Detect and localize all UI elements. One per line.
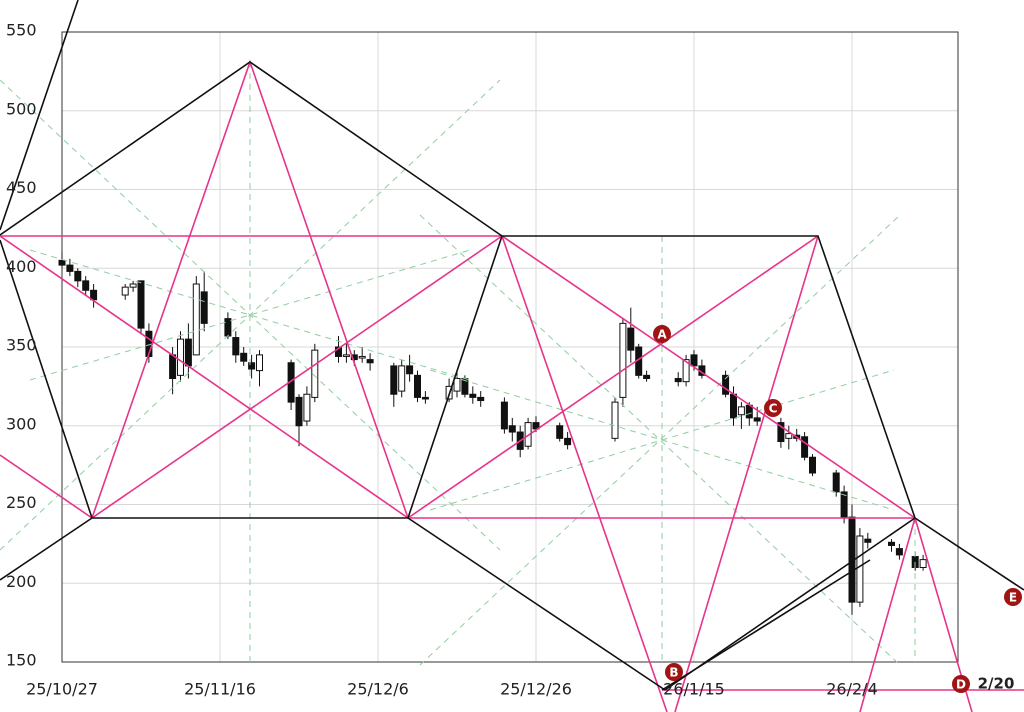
y-tick-label: 350: [6, 336, 37, 355]
candle-body: [919, 559, 927, 568]
badge-circle: [764, 399, 782, 417]
candle-body: [335, 346, 342, 357]
annotation-badge: C: [764, 399, 782, 417]
overlay-black: [0, 0, 1024, 691]
candle-body: [192, 283, 200, 356]
candle-body: [453, 378, 461, 392]
candle-body: [532, 422, 540, 430]
candle-body: [722, 374, 730, 395]
candle-body: [832, 472, 840, 493]
candle-body: [801, 436, 809, 458]
candle-body: [421, 396, 429, 400]
candle-body: [730, 393, 737, 419]
candle-body: [398, 365, 406, 392]
candle-body: [406, 365, 414, 375]
candle-body: [611, 401, 619, 439]
candle-body: [342, 354, 350, 357]
y-tick-label: 450: [6, 178, 37, 197]
candle-body: [864, 538, 872, 543]
annotation-label: E: [1009, 591, 1017, 605]
candle-body: [311, 349, 319, 398]
x-tick-label: 25/11/16: [184, 680, 256, 699]
y-tick-label: 550: [6, 21, 37, 40]
annotation-label: C: [769, 402, 778, 416]
badge-circle: [653, 325, 671, 343]
annotation-badge: B: [665, 663, 683, 681]
candle-body: [74, 270, 82, 282]
y-tick-label: 150: [6, 651, 37, 670]
candle-body: [240, 352, 248, 362]
y-tick-label: 200: [6, 572, 37, 591]
candle-body: [856, 535, 864, 603]
x-tick-label: 25/12/26: [500, 680, 572, 699]
candle-body: [256, 354, 263, 372]
candle-body: [232, 337, 240, 356]
plot-frame: [61, 31, 959, 663]
candle-body: [690, 354, 698, 367]
candle-body: [358, 355, 366, 359]
annotation-label: B: [669, 666, 678, 680]
x-tick-label: 25/12/6: [347, 680, 409, 699]
candle-body: [184, 338, 192, 367]
candle-body: [469, 393, 477, 398]
candle-body: [500, 401, 508, 430]
candle-body: [895, 548, 903, 556]
annotation-label: 2/20: [978, 675, 1015, 693]
candle-body: [350, 354, 358, 361]
candle-body: [66, 264, 74, 272]
candle-body: [556, 425, 564, 439]
candle-body: [303, 393, 311, 422]
annotation-label: A: [657, 328, 667, 342]
x-tick-label: 25/10/27: [26, 680, 98, 699]
x-tick-label: 26/2/4: [826, 680, 878, 699]
candle-body: [295, 396, 303, 427]
candle-body: [248, 362, 256, 370]
overlay-green: [0, 62, 916, 666]
candle-body: [753, 417, 761, 422]
candle-body: [643, 374, 651, 380]
candle-body: [129, 283, 137, 288]
annotation-label: D: [956, 678, 966, 692]
candle-body: [809, 456, 816, 474]
x-tick-label: 26/1/15: [663, 680, 725, 699]
y-tick-label: 500: [6, 99, 37, 118]
candle-body: [137, 280, 145, 329]
candle-body: [508, 425, 516, 433]
candle-body: [777, 422, 785, 443]
candle-body: [390, 365, 398, 395]
badge-circle: [665, 663, 683, 681]
y-tick-label: 300: [6, 414, 37, 433]
candle-body: [414, 374, 421, 398]
annotation-badge: E: [1004, 588, 1022, 606]
candle-body: [524, 422, 532, 447]
candle-body: [682, 359, 690, 383]
annotation-badge: A: [653, 325, 671, 343]
candle-body: [121, 286, 129, 296]
candle-body: [737, 406, 745, 416]
badge-circle: [952, 675, 970, 693]
candle-body: [169, 354, 177, 379]
candle-body: [224, 318, 232, 337]
y-tick-label: 250: [6, 493, 37, 512]
candle-body: [840, 491, 848, 518]
candle-body: [619, 322, 627, 398]
badge-circle: [1004, 588, 1022, 606]
candle-body: [477, 396, 485, 402]
candle-body: [177, 338, 184, 376]
candle-body: [564, 437, 572, 446]
candle-body: [888, 541, 895, 546]
candle-body: [627, 327, 635, 351]
candle-body: [58, 259, 66, 266]
candle-body: [785, 433, 793, 439]
candle-body: [82, 280, 90, 291]
y-tick-label: 400: [6, 257, 37, 276]
candle-body: [674, 378, 682, 383]
candle-body: [366, 359, 374, 364]
annotation-badge: D: [952, 675, 970, 693]
candle-body: [200, 291, 208, 324]
